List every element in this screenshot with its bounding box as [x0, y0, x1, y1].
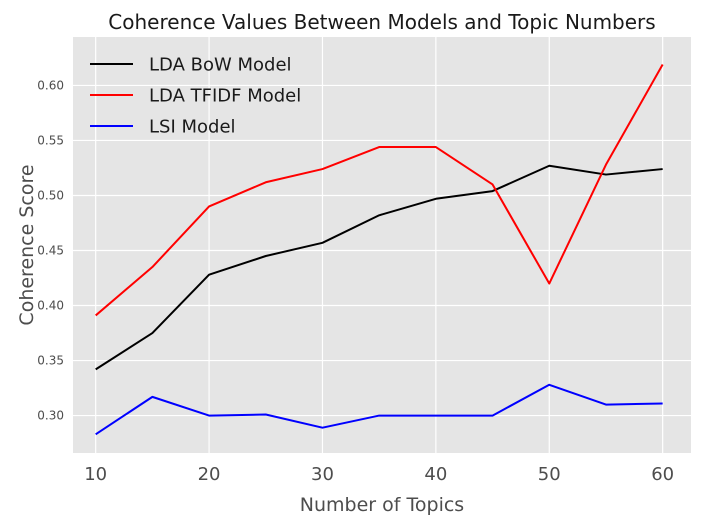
grid-lines — [73, 37, 691, 453]
x-tick-label: 20 — [198, 464, 221, 485]
x-tick-label: 60 — [651, 464, 674, 485]
series-line — [95, 164, 663, 371]
legend-label: LSI Model — [149, 117, 236, 138]
chart-title: Coherence Values Between Models and Topi… — [108, 10, 655, 34]
y-tick-label: 0.40 — [37, 299, 64, 313]
plot-background — [73, 37, 691, 453]
y-tick-label: 0.45 — [37, 244, 64, 258]
y-tick-label: 0.35 — [37, 354, 64, 368]
x-tick-label: 10 — [84, 464, 107, 485]
y-tick-label: 0.55 — [37, 133, 64, 147]
y-tick-label: 0.50 — [37, 188, 64, 202]
x-tick-label: 50 — [538, 464, 561, 485]
series-line — [95, 64, 664, 317]
legend-label: LDA TFIDF Model — [149, 86, 301, 107]
legend-label: LDA BoW Model — [149, 55, 292, 76]
x-tick-label: 40 — [424, 464, 447, 485]
y-tick-labels: 0.30 0.35 0.40 0.45 0.50 0.55 0.60 — [37, 78, 64, 422]
y-tick-label: 0.30 — [37, 409, 64, 423]
series-line — [95, 383, 663, 436]
series-layer — [95, 64, 664, 436]
x-axis-label: Number of Topics — [300, 494, 464, 516]
legend: LDA BoW Model LDA TFIDF Model LSI Model — [90, 55, 301, 138]
x-tick-labels: 10 20 30 40 50 60 — [84, 464, 674, 485]
y-axis-label: Coherence Score — [16, 164, 38, 325]
x-tick-label: 30 — [311, 464, 334, 485]
y-tick-label: 0.60 — [37, 78, 64, 92]
